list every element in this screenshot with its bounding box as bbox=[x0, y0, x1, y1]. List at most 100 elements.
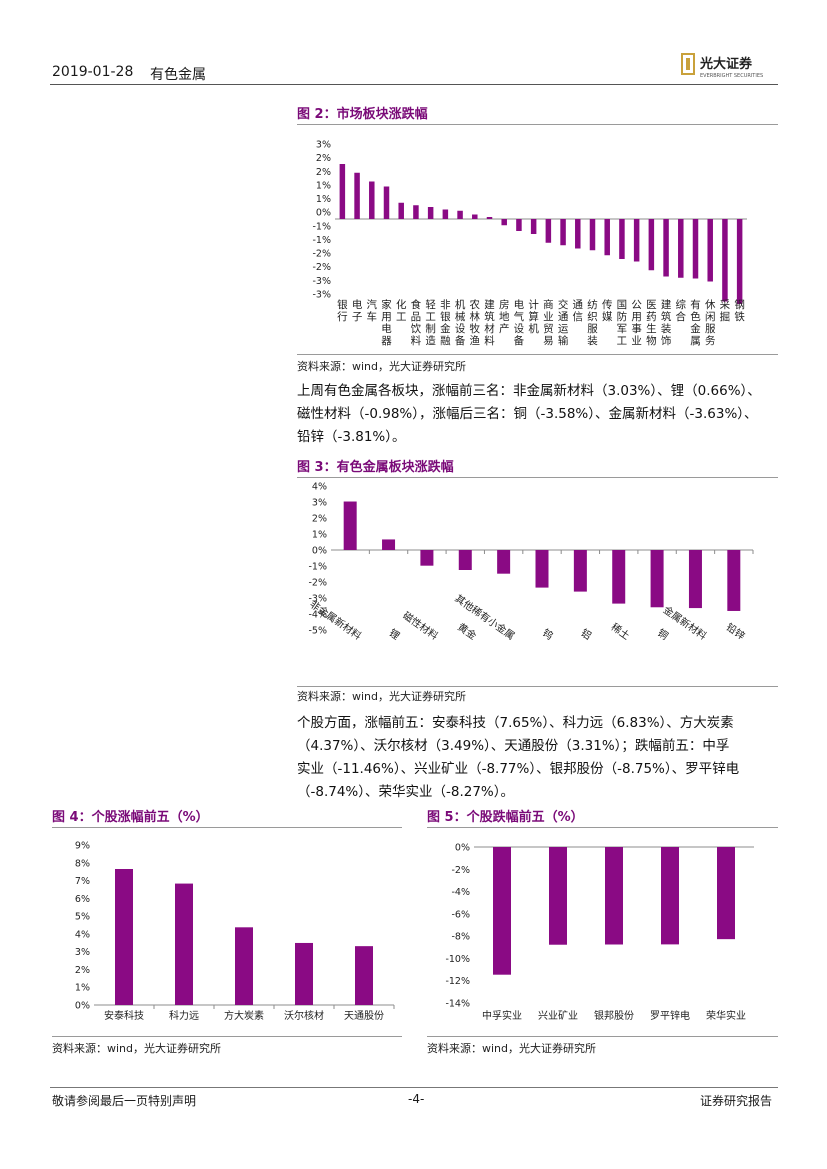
sector-summary-line: 铅锌（-3.81%）。 bbox=[297, 429, 406, 445]
x-category-label: 事 bbox=[631, 322, 642, 335]
figure2-bottom-rule bbox=[297, 354, 778, 355]
x-category-label: 沃尔核材 bbox=[284, 1009, 324, 1022]
figure4-title: 图 4：个股涨幅前五（%） bbox=[52, 810, 209, 825]
x-category-label: 业 bbox=[543, 311, 554, 323]
x-category-label: 物 bbox=[646, 334, 657, 347]
stock-summary-line: （-8.74%）、荣华实业（-8.27%）。 bbox=[297, 784, 515, 800]
y-tick-label: -2% bbox=[309, 578, 328, 589]
bar bbox=[115, 869, 133, 1005]
x-category-label: 天通股份 bbox=[344, 1010, 384, 1022]
x-category-label: 磁性材料 bbox=[400, 609, 440, 643]
figure2-top-rule bbox=[297, 124, 778, 125]
x-category-label: 闲 bbox=[705, 310, 716, 323]
y-tick-label: -8% bbox=[452, 932, 471, 943]
figure5-title: 图 5：个股跌幅前五（%） bbox=[427, 810, 584, 825]
figure3-title: 图 3：有色金属板块涨跌幅 bbox=[297, 460, 454, 475]
bar bbox=[382, 539, 396, 550]
x-category-label: 非 bbox=[440, 299, 451, 311]
x-category-label: 色 bbox=[690, 310, 701, 323]
y-tick-label: 0% bbox=[455, 843, 470, 854]
x-category-label: 农 bbox=[470, 298, 481, 311]
bar bbox=[457, 210, 463, 219]
x-category-label: 装 bbox=[587, 334, 598, 347]
y-tick-label: 6% bbox=[75, 894, 90, 905]
bar bbox=[663, 219, 669, 277]
y-tick-label: 1% bbox=[312, 530, 327, 541]
x-category-label: 银 bbox=[337, 298, 348, 311]
x-category-label: 工 bbox=[396, 311, 407, 323]
x-category-label: 材 bbox=[484, 322, 495, 335]
stock-summary-paragraph: 个股方面，涨幅前五：安泰科技（7.65%）、科力远（6.83%）、方大炭素 （4… bbox=[297, 712, 783, 804]
x-category-label: 稀土 bbox=[609, 620, 633, 642]
bar bbox=[678, 219, 684, 278]
header-divider bbox=[50, 84, 778, 85]
bar bbox=[619, 219, 625, 259]
y-tick-label: -4% bbox=[309, 610, 328, 621]
x-category-label: 筑 bbox=[661, 310, 672, 323]
y-tick-label: 1% bbox=[75, 983, 90, 994]
figure3-source: 资料来源：wind，光大证券研究所 bbox=[297, 690, 467, 703]
x-category-label: 机 bbox=[528, 322, 539, 335]
bar bbox=[633, 219, 640, 262]
bar bbox=[530, 219, 537, 234]
x-category-label: 贸 bbox=[543, 323, 554, 335]
x-category-label: 子 bbox=[352, 311, 363, 323]
x-category-label: 国 bbox=[617, 299, 628, 311]
bar bbox=[472, 214, 478, 219]
x-category-label: 工 bbox=[617, 335, 628, 347]
x-category-label: 饰 bbox=[661, 334, 672, 347]
y-tick-label: 4% bbox=[312, 482, 327, 493]
x-category-label: 银邦股份 bbox=[594, 1009, 634, 1022]
x-category-label: 安泰科技 bbox=[104, 1009, 144, 1022]
report-sector: 有色金属 bbox=[150, 67, 206, 83]
x-category-label: 金 bbox=[690, 322, 701, 335]
bar bbox=[427, 207, 434, 219]
x-category-label: 罗平锌电 bbox=[650, 1009, 690, 1022]
x-category-label: 造 bbox=[425, 334, 436, 347]
figure3-chart: 4%3%2%1%0%-1%-2%-3%-4%-5%非金属新材料锂磁性材料 黄金其他… bbox=[307, 482, 754, 643]
bar bbox=[692, 219, 699, 279]
x-category-label: 化 bbox=[396, 298, 407, 311]
y-tick-label: 1% bbox=[316, 194, 331, 205]
sector-summary-line: 磁性材料（-0.98%），涨幅后三名：铜（-3.58%）、金属新材料（-3.63… bbox=[297, 406, 758, 422]
sector-summary-paragraph: 上周有色金属各板块，涨幅前三名：非金属新材料（3.03%）、锂（0.66%）、 … bbox=[297, 380, 783, 449]
bar bbox=[650, 550, 664, 608]
footer-disclaimer: 敬请参阅最后一页特别声明 bbox=[52, 1094, 197, 1108]
x-category-label: 采 bbox=[720, 299, 731, 311]
x-category-label: 料 bbox=[411, 334, 422, 347]
bar bbox=[535, 550, 549, 588]
y-tick-label: -3% bbox=[309, 594, 328, 605]
bar bbox=[458, 550, 472, 570]
x-category-label: 车 bbox=[367, 310, 378, 323]
y-tick-label: 1% bbox=[316, 180, 331, 191]
x-category-label: 传 bbox=[602, 299, 613, 311]
bar bbox=[707, 219, 713, 282]
y-tick-label: -3% bbox=[313, 290, 332, 301]
x-category-label: 交 bbox=[558, 298, 569, 311]
bar bbox=[612, 550, 626, 604]
y-tick-label: -14% bbox=[445, 999, 470, 1010]
stock-summary-line: （4.37%）、沃尔核材（3.49%）、天通股份（3.31%）；跌幅前五：中孚 bbox=[297, 738, 730, 754]
bar bbox=[560, 219, 566, 246]
y-tick-label: 0% bbox=[312, 546, 327, 557]
figure2-chart: 3%2%2%1%1%0%-1%-1%-2%-2%-3%-3%银行电子汽车家用电器… bbox=[313, 140, 747, 347]
bar bbox=[688, 550, 702, 609]
x-category-label: 有 bbox=[690, 298, 701, 311]
x-category-label: 品 bbox=[411, 311, 422, 323]
bar bbox=[575, 219, 581, 249]
bar bbox=[648, 219, 655, 271]
x-category-label: 综 bbox=[676, 298, 687, 311]
figure5-bottom-rule bbox=[427, 1036, 778, 1037]
bar bbox=[295, 942, 313, 1005]
bar bbox=[589, 219, 596, 251]
x-category-label: 防 bbox=[617, 310, 628, 323]
x-category-label: 建 bbox=[661, 298, 672, 311]
bar bbox=[605, 847, 623, 945]
x-category-label: 铅锌 bbox=[724, 620, 748, 642]
x-category-label: 铝 bbox=[578, 627, 593, 643]
x-category-label: 锂 bbox=[387, 627, 402, 643]
x-category-label: 设 bbox=[514, 323, 525, 335]
report-date: 2019-01-28 bbox=[52, 64, 134, 80]
bar bbox=[493, 847, 511, 975]
x-category-label: 装 bbox=[661, 322, 672, 335]
